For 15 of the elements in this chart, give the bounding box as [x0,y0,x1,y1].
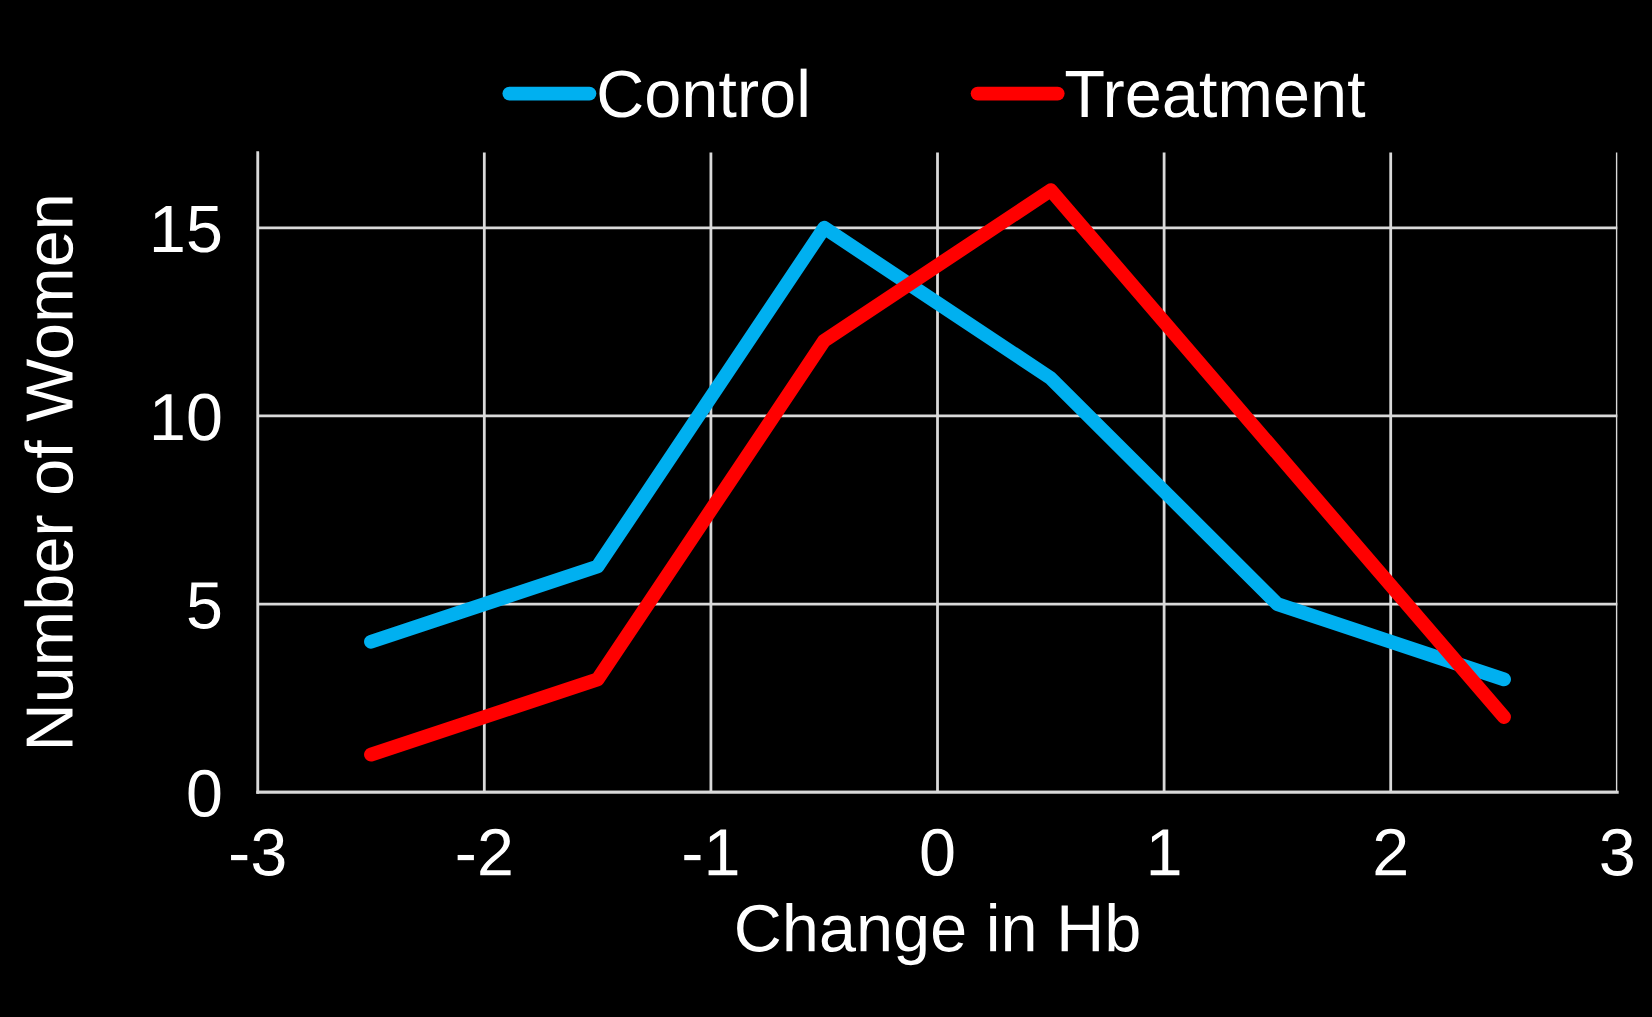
y-tick-label: 0 [188,769,221,818]
y-axis-title: Number of Women [24,197,74,747]
x-axis-title: Change in Hb [737,903,1139,966]
x-tick-label: 2 [1375,828,1406,876]
y-tick-label: 10 [153,393,221,441]
x-tick-label: 0 [921,828,954,876]
legend-label: Control [599,68,807,118]
x-tick-label: -3 [231,828,285,876]
x-tick-label: -1 [684,829,738,876]
legend-label: Treatment [1065,71,1366,118]
y-tick-label: 5 [188,582,221,629]
x-tick-label: -2 [457,828,511,876]
y-tick-label: 15 [153,206,221,253]
x-tick-label: 1 [1150,829,1180,876]
x-tick-label: 3 [1601,828,1633,876]
